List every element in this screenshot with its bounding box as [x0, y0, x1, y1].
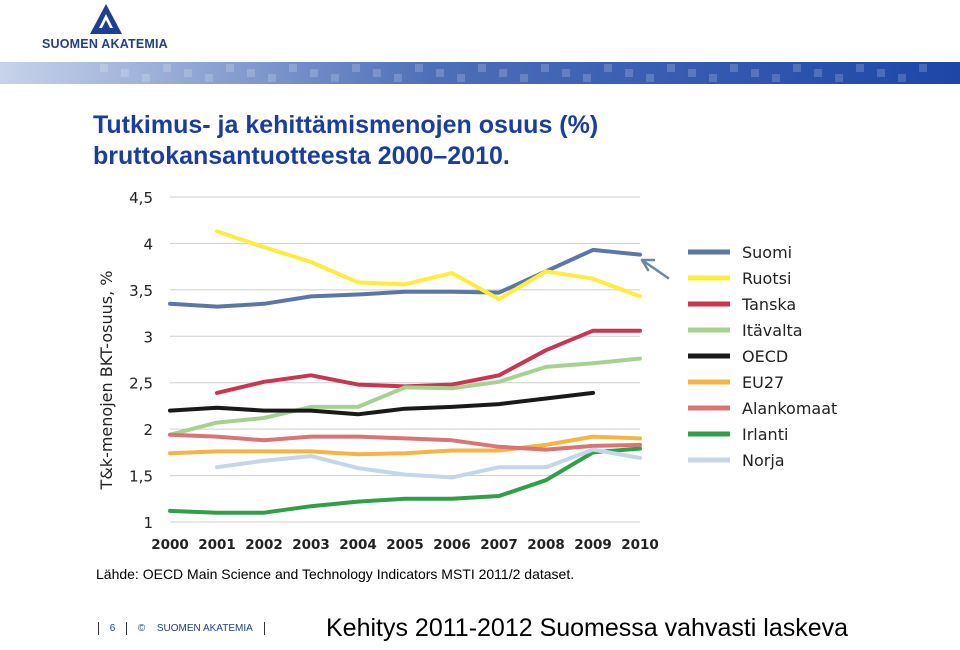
legend-label: Irlanti [742, 425, 788, 444]
legend-label: Suomi [742, 243, 792, 262]
y-tick-label: 3,5 [129, 282, 153, 300]
series-line-eu27 [168, 434, 642, 457]
footer-divider [263, 622, 265, 635]
footer: 6 © SUOMEN AKATEMIA [90, 622, 273, 638]
footer-divider [98, 622, 99, 635]
x-tick-label: 2004 [339, 537, 377, 553]
legend-label: Tanska [741, 295, 796, 314]
series-line-ruotsi [215, 229, 642, 302]
y-tick-label: 3 [143, 328, 153, 346]
y-tick-label: 4,5 [129, 189, 153, 207]
legend-label: Norja [742, 451, 785, 470]
logo-text: SUOMEN AKATEMIA [42, 37, 168, 51]
footer-divider [126, 622, 128, 635]
x-tick-label: 2005 [386, 537, 424, 553]
series-line-norja [215, 447, 642, 480]
y-tick-label: 1,5 [129, 468, 153, 486]
series-line-suomi [168, 247, 642, 309]
x-tick-label: 2001 [198, 537, 236, 553]
rd-gdp-line-chart: 1 1,5 2 2,5 3 3,5 4 4,5 2000 2001 2002 2003 2004 2005… [97, 189, 837, 553]
x-tick-label: 2003 [292, 537, 330, 553]
slide-title-line-2: bruttokansantuotteesta 2000–2010. [93, 142, 510, 170]
copyright-symbol: © [137, 623, 146, 634]
y-tick-label: 1 [143, 514, 153, 532]
legend-label: Alankomaat [742, 399, 837, 418]
series-line-alankomaat [168, 432, 642, 452]
header-band [0, 62, 960, 84]
x-tick-label: 2009 [574, 537, 612, 553]
footer-org: SUOMEN AKATEMIA [156, 623, 253, 634]
source-note: Lähde: OECD Main Science and Technology … [96, 566, 575, 582]
suomen-akatemia-logo [90, 4, 122, 34]
y-tick-label: 2 [143, 421, 153, 439]
x-tick-label: 2000 [151, 537, 189, 553]
x-tick-label: 2008 [527, 537, 565, 553]
x-tick-label: 2007 [480, 537, 518, 553]
series-line-tanska [215, 328, 642, 395]
x-tick-label: 2010 [621, 537, 659, 553]
slide-title: Tutkimus- ja kehittämismenojen osuus (%)… [93, 110, 813, 172]
slide-title-line-1: Tutkimus- ja kehittämismenojen osuus (%) [93, 111, 599, 139]
series-line-oecd [168, 390, 595, 417]
series-line-itävalta [168, 356, 642, 437]
series-line-irlanti [168, 446, 642, 515]
legend-label: Itävalta [742, 321, 803, 340]
legend-label: Ruotsi [742, 269, 791, 288]
page-number: 6 [109, 623, 116, 634]
y-axis-label: T&k-menojen BKT-osuus, % [97, 271, 116, 491]
y-tick-label: 4 [143, 235, 153, 253]
x-tick-label: 2006 [433, 537, 471, 553]
y-tick-label: 2,5 [129, 375, 153, 393]
annotation-arrow-icon [640, 258, 670, 280]
legend-label: OECD [742, 347, 788, 366]
headline: Kehitys 2011-2012 Suomessa vahvasti lask… [326, 614, 849, 642]
legend-label: EU27 [742, 373, 784, 392]
x-tick-label: 2002 [245, 537, 283, 553]
